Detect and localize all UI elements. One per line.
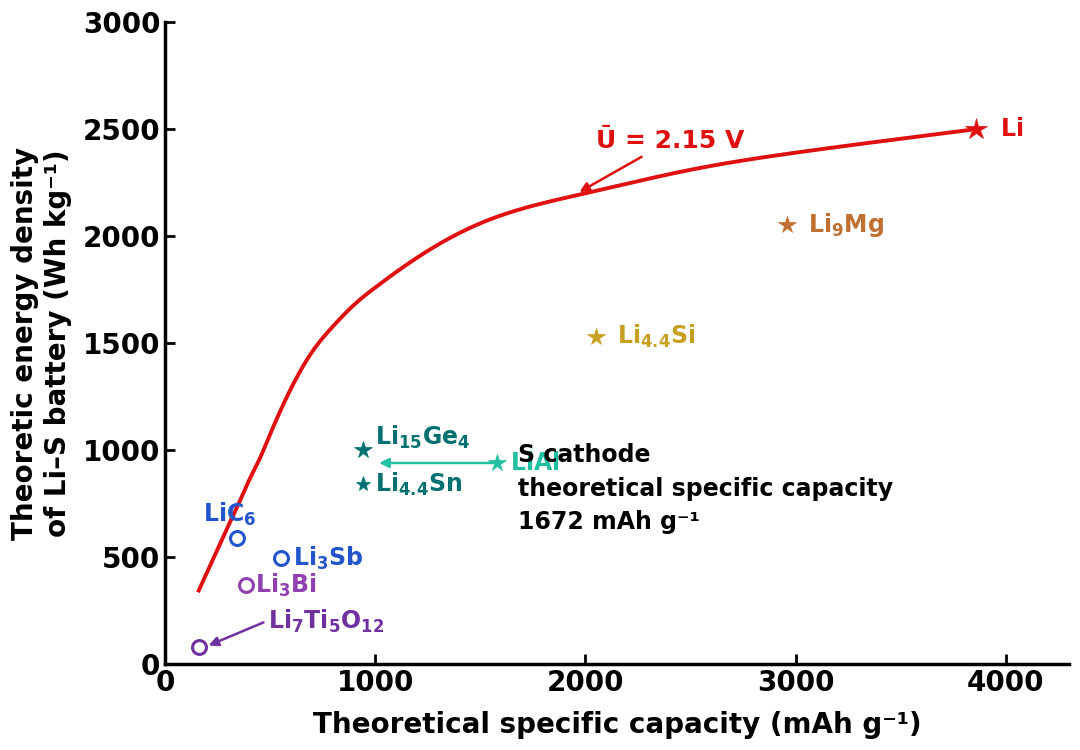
Text: $\bf{Li_{15}Ge_4}$: $\bf{Li_{15}Ge_4}$	[375, 424, 471, 451]
Text: $\bf{Li_{4.4}Sn}$: $\bf{Li_{4.4}Sn}$	[375, 471, 462, 498]
Y-axis label: Theoretic energy density
of Li–S battery (Wh kg⁻¹): Theoretic energy density of Li–S battery…	[11, 146, 71, 540]
Text: $\bf{LiAl}$: $\bf{LiAl}$	[510, 451, 559, 475]
Text: Ū = 2.15 V: Ū = 2.15 V	[582, 129, 744, 190]
Text: $\bf{Li_9Mg}$: $\bf{Li_9Mg}$	[808, 211, 885, 239]
Text: $\bf{Li_{4.4}Si}$: $\bf{Li_{4.4}Si}$	[617, 323, 696, 350]
Text: S cathode
theoretical specific capacity
1672 mAh g⁻¹: S cathode theoretical specific capacity …	[518, 443, 893, 534]
Text: $\bf{LiC_6}$: $\bf{LiC_6}$	[203, 501, 256, 528]
Text: $\bf{Li_7Ti_5O_{12}}$: $\bf{Li_7Ti_5O_{12}}$	[268, 608, 384, 635]
X-axis label: Theoretical specific capacity (mAh g⁻¹): Theoretical specific capacity (mAh g⁻¹)	[313, 711, 921, 739]
Text: $\bf{Li}$: $\bf{Li}$	[999, 117, 1023, 141]
Text: $\bf{Li_3Sb}$: $\bf{Li_3Sb}$	[294, 544, 364, 572]
Text: $\bf{Li_3Bi}$: $\bf{Li_3Bi}$	[256, 572, 318, 598]
